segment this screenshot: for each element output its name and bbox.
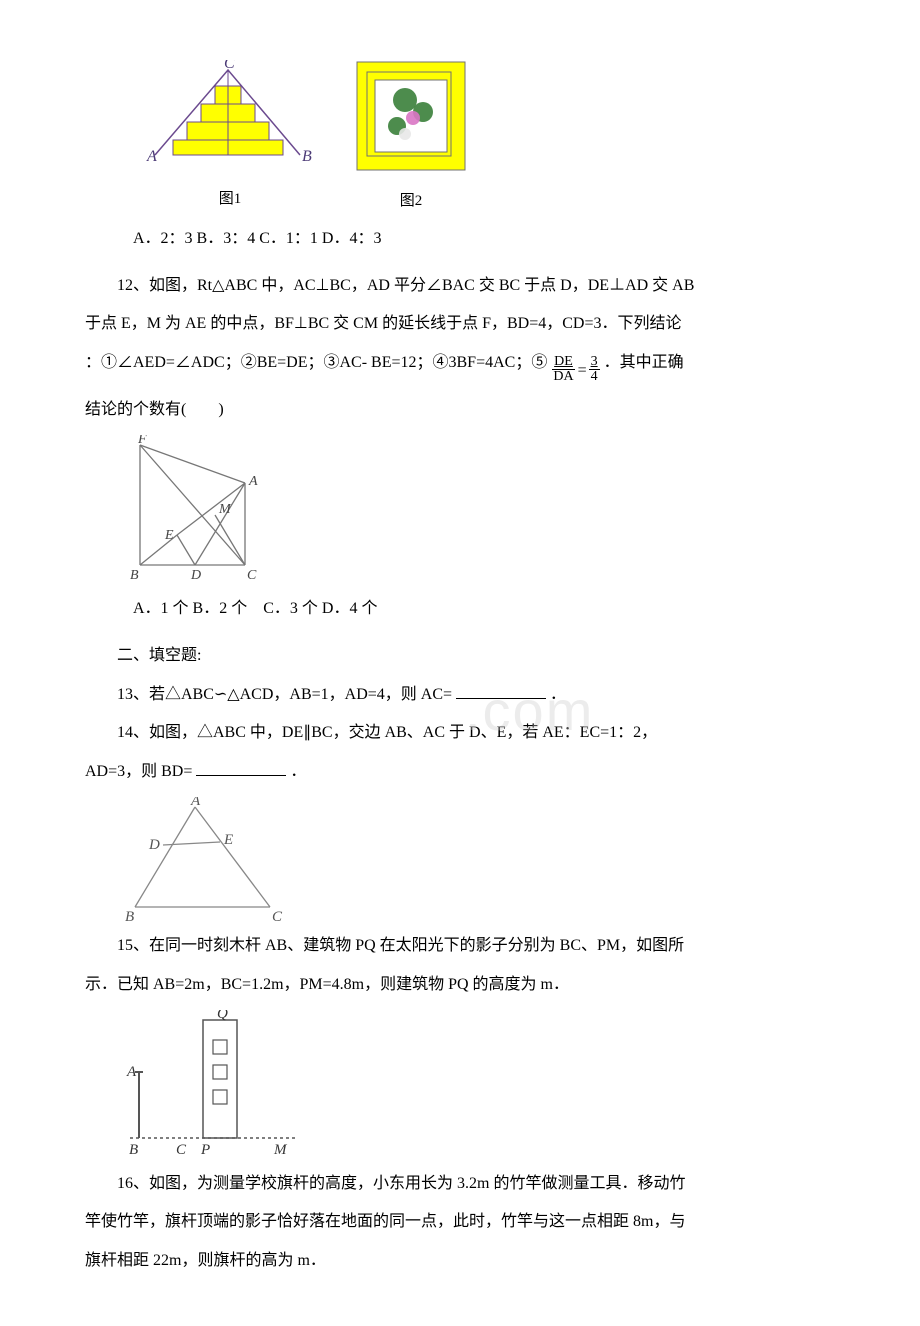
svg-text:C: C — [224, 60, 235, 72]
svg-text:E: E — [164, 528, 174, 543]
q14-line2-pre: AD=3，则 BD= — [85, 763, 192, 780]
q13: 13、若△ABC∽△ACD，AB=1，AD=4，则 AC= ． — [85, 681, 835, 710]
q14-line1: 14、如图，△ABC 中，DE∥BC，交边 AB、AC 于 D、E，若 AE：E… — [85, 719, 835, 748]
svg-text:D: D — [148, 837, 160, 853]
q12-line3-post: ．其中正确 — [604, 354, 684, 371]
svg-text:Q: Q — [217, 1010, 228, 1022]
svg-text:M: M — [273, 1142, 288, 1158]
q12-line3: ：①∠AED=∠ADC；②BE=DE；③AC‑ BE=12；④3BF=4AC；⑤… — [85, 349, 835, 386]
q11-figure-pair: A B C 图1 图2 — [145, 60, 835, 215]
q16-line3: 旗杆相距 22m，则旗杆的高为 m． — [85, 1247, 835, 1276]
svg-text:C: C — [272, 909, 283, 922]
q16-line1: 16、如图，为测量学校旗杆的高度，小东用长为 3.2m 的竹竿做测量工具．移动竹 — [85, 1170, 835, 1199]
svg-text:A: A — [248, 474, 258, 489]
q14-diagram: A B C D E — [125, 797, 290, 922]
q11-fig1-svg: A B C — [145, 60, 315, 170]
q15-line1: 15、在同一时刻木杆 AB、建筑物 PQ 在太阳光下的影子分别为 BC、PM，如… — [85, 932, 835, 961]
q12-line2: 于点 E，M 为 AE 的中点，BF⊥BC 交 CM 的延长线于点 F，BD=4… — [85, 310, 835, 339]
svg-text:B: B — [130, 568, 139, 583]
svg-text:C: C — [176, 1142, 187, 1158]
q12-diagram: F B D C A M E — [125, 435, 265, 585]
svg-text:A: A — [190, 797, 201, 809]
q12-line1: 12、如图，Rt△ABC 中，AC⊥BC，AD 平分∠BAC 交 BC 于点 D… — [85, 272, 835, 301]
svg-text:B: B — [302, 148, 312, 165]
q11-fig2-svg — [355, 60, 467, 172]
q11-fig1-wrap: A B C 图1 — [145, 60, 315, 215]
svg-text:F: F — [137, 435, 147, 447]
q15-diagram: A B CP M Q — [125, 1010, 300, 1160]
svg-text:D: D — [190, 568, 201, 583]
svg-text:E: E — [223, 832, 233, 848]
q12-options: A．1 个 B．2 个 C．3 个 D．4 个 — [85, 595, 835, 624]
q14-blank — [196, 760, 286, 776]
svg-text:M: M — [218, 502, 232, 517]
svg-text:A: A — [126, 1064, 137, 1080]
svg-text:P: P — [200, 1142, 210, 1158]
q12-fraction: DEDA = 34 — [551, 357, 599, 386]
q11-fig2-label: 图2 — [355, 188, 467, 215]
q11-fig2-wrap: 图2 — [355, 60, 467, 215]
q13-tail: ． — [550, 686, 566, 703]
q15-line2: 示．已知 AB=2m，BC=1.2m，PM=4.8m，则建筑物 PQ 的高度为 … — [85, 971, 835, 1000]
svg-text:A: A — [146, 148, 157, 165]
svg-text:B: B — [129, 1142, 138, 1158]
q14-line2-post: ． — [290, 763, 306, 780]
q11-options: A．2：3 B．3：4 C．1：1 D．4：3 — [85, 225, 835, 254]
q13-blank — [456, 683, 546, 699]
svg-text:B: B — [125, 909, 134, 922]
q12-line4: 结论的个数有( ) — [85, 396, 835, 425]
q11-fig1-label: 图1 — [145, 186, 315, 213]
q16-line2: 竿使竹竿，旗杆顶端的影子恰好落在地面的同一点，此时，竹竿与这一点相距 8m，与 — [85, 1208, 835, 1237]
q14-line2: AD=3，则 BD= ． — [85, 758, 835, 787]
q12-line3-pre: ：①∠AED=∠ADC；②BE=DE；③AC‑ BE=12；④3BF=4AC；⑤ — [85, 354, 547, 371]
q13-text: 13、若△ABC∽△ACD，AB=1，AD=4，则 AC= — [117, 686, 452, 703]
section2-title: 二、填空题: — [85, 642, 835, 671]
svg-text:C: C — [247, 568, 257, 583]
